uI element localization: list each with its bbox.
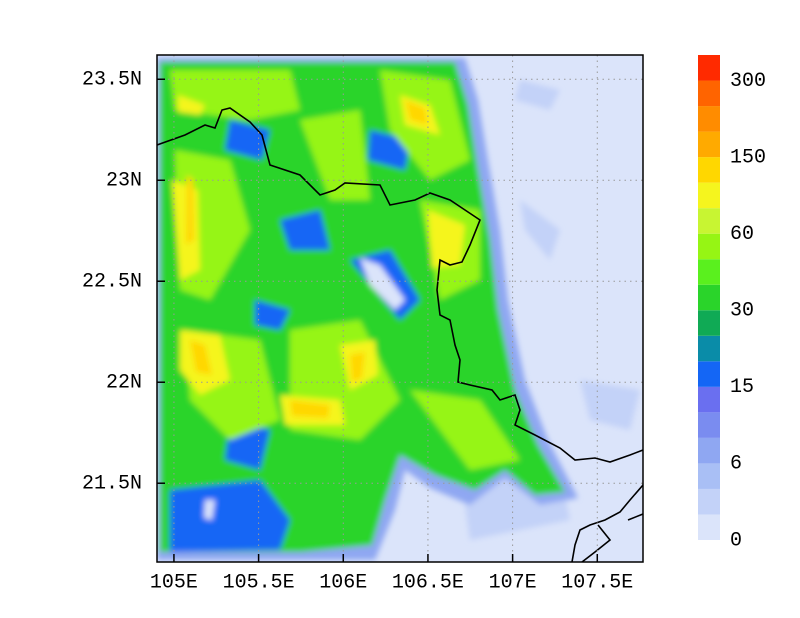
map-frame (156, 54, 644, 563)
colorbar-label: 60 (730, 223, 754, 246)
colorbar-label: 30 (730, 300, 754, 323)
colorbar-box (698, 55, 720, 81)
y-tick-label: 22.5N (82, 271, 142, 294)
low-hole (204, 258, 405, 520)
x-tick-label: 107E (489, 571, 537, 594)
colorbar-box (698, 80, 720, 107)
colorbar-box (698, 386, 720, 413)
y-tick-label: 22N (106, 372, 142, 395)
coast-line (581, 524, 612, 562)
colorbar-label: 15 (730, 376, 754, 399)
blue-patch (170, 120, 420, 552)
border-line (157, 107, 643, 463)
light-green-patch (170, 70, 520, 470)
colorbar-label: 300 (730, 70, 766, 93)
colorbar-box (698, 106, 720, 132)
colorbar-box (698, 412, 720, 438)
colorbar-box (698, 310, 720, 336)
coast-line (627, 513, 643, 521)
yellow-patch (172, 95, 465, 425)
colorbar-box (698, 233, 720, 260)
colorbar-box (698, 208, 720, 234)
colorbar-box (698, 157, 720, 183)
colorbar: 0 6 15 30 60 150 300 (698, 55, 766, 552)
colorbar-label: 150 (730, 146, 766, 169)
x-tick-label: 105.5E (223, 571, 295, 594)
colorbar-box (698, 131, 720, 158)
x-tick-label: 106.5E (392, 571, 464, 594)
axes: 105E 105.5E 106E 106.5E 107E 107.5E 21.5N 22N 22… (82, 55, 643, 594)
colorbar-box (698, 514, 720, 540)
y-tick-label: 21.5N (82, 473, 142, 496)
colorbar-box (698, 284, 720, 311)
colorbar-label: 6 (730, 453, 742, 476)
colorbar-box (698, 361, 720, 387)
x-tick-label: 107.5E (561, 571, 633, 594)
colorbar-label: 0 (730, 529, 742, 552)
colorbar-box (698, 335, 720, 362)
colorbar-box (698, 259, 720, 285)
y-tick-label: 23.5N (82, 69, 142, 92)
colorbar-box (698, 437, 720, 464)
x-tick-label: 106E (319, 571, 367, 594)
contour-field (157, 55, 643, 562)
colorbar-box (698, 182, 720, 209)
colorbar-box (698, 488, 720, 515)
colorbar-box (698, 463, 720, 489)
y-tick-label: 23N (106, 170, 142, 193)
x-tick-label: 105E (150, 571, 198, 594)
